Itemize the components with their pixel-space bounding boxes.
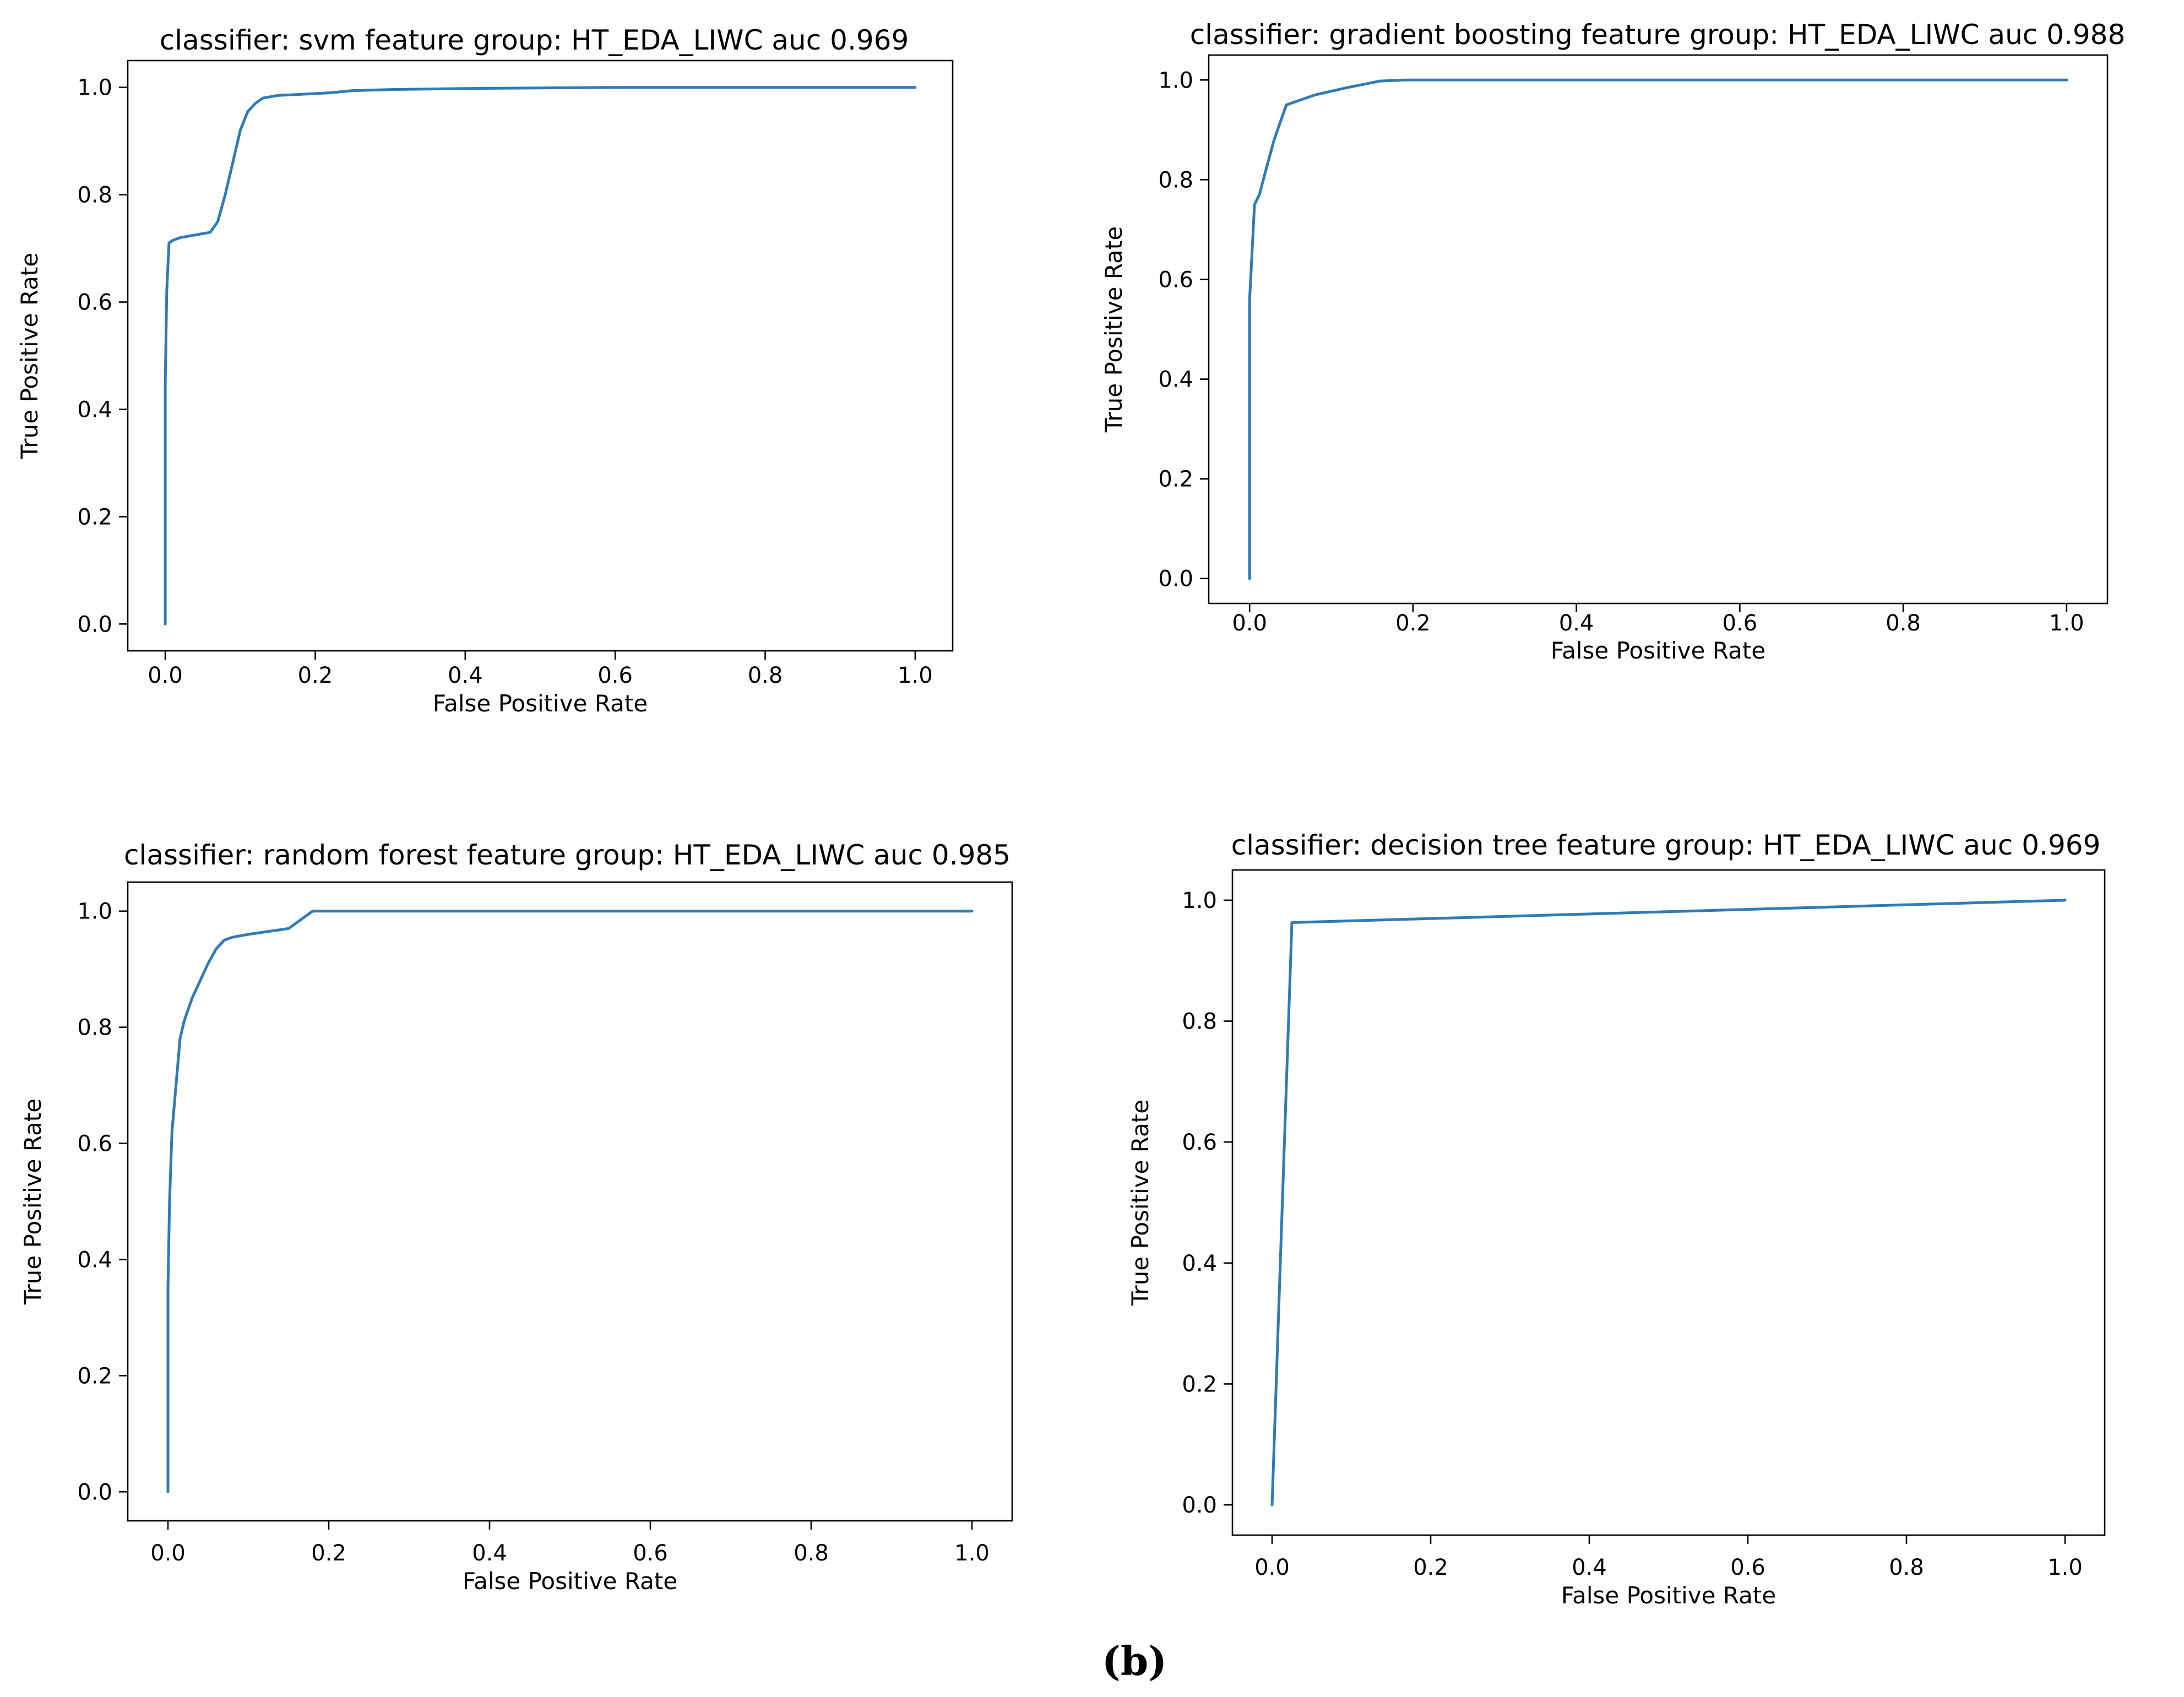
roc-curve-line [1270,899,2067,1506]
y-axis-label: True Positive Rate [1100,226,1127,433]
panel-decision-tree: classifier: decision tree feature group:… [1127,829,2106,1609]
x-tick-label: 0.2 [1395,611,1431,636]
y-tick-label: 0.0 [77,612,112,637]
x-axis-label: False Positive Rate [1551,637,1765,664]
y-axis-label: True Positive Rate [1127,1100,1154,1306]
y-tick-label: 1.0 [1158,68,1193,93]
plot-frame [127,59,954,652]
y-tick-label: 0.4 [77,397,112,422]
figure-caption: (b) [1102,1638,1167,1684]
plot-frame [1208,54,2109,605]
y-tick-label: 0.6 [77,290,112,316]
x-tick-label: 1.0 [2049,611,2084,636]
x-tick-label: 0.2 [311,1541,346,1566]
x-tick-label: 0.8 [1886,611,1921,636]
x-tick-label: 0.0 [150,1541,186,1566]
chart-title: classifier: decision tree feature group:… [1231,829,2101,861]
panel-random-forest: classifier: random forest feature group:… [19,839,1013,1595]
x-tick-label: 0.4 [448,663,483,688]
roc-curve-line [166,910,974,1493]
chart-title: classifier: random forest feature group:… [124,839,1010,871]
y-tick-label: 0.0 [77,1480,112,1505]
x-tick-label: 0.8 [794,1541,829,1566]
x-tick-label: 1.0 [2047,1555,2083,1580]
x-tick-label: 0.8 [1889,1555,1924,1580]
y-tick-label: 0.2 [77,1363,112,1389]
chart-title: classifier: gradient boosting feature gr… [1190,19,2126,51]
y-tick-label: 0.6 [1158,267,1193,292]
x-tick-label: 0.6 [597,663,633,688]
x-axis-label: False Positive Rate [1561,1582,1776,1609]
plot-frame [127,881,1013,1522]
x-tick-label: 0.4 [1559,611,1594,636]
x-tick-label: 0.6 [633,1541,668,1566]
y-tick-label: 0.8 [1182,1009,1217,1035]
x-axis-label: False Positive Rate [433,690,648,717]
roc-curve-line [164,86,917,626]
roc-curve-line [1248,78,2068,580]
y-tick-label: 0.0 [1182,1493,1217,1518]
y-tick-label: 0.2 [77,504,112,530]
y-tick-label: 1.0 [77,75,112,101]
y-axis-label: True Positive Rate [16,253,43,459]
x-tick-label: 0.4 [1572,1555,1607,1580]
panel-svm: classifier: svm feature group: HT_EDA_LI… [16,24,954,717]
x-tick-label: 0.8 [748,663,783,688]
x-tick-label: 0.6 [1730,1555,1765,1580]
x-axis-label: False Positive Rate [463,1568,677,1595]
x-tick-label: 0.0 [148,663,183,688]
plot-frame [1231,869,2106,1536]
x-tick-label: 1.0 [898,663,933,688]
chart-title: classifier: svm feature group: HT_EDA_LI… [160,24,909,56]
y-tick-label: 0.6 [1182,1130,1217,1155]
x-tick-label: 0.2 [1413,1555,1448,1580]
y-tick-label: 0.8 [1158,167,1193,193]
x-tick-label: 0.6 [1723,611,1758,636]
y-tick-label: 1.0 [77,899,112,924]
y-tick-label: 0.4 [1158,367,1193,393]
x-tick-label: 0.4 [472,1541,507,1566]
y-tick-label: 0.0 [1158,567,1193,592]
y-tick-label: 0.4 [1182,1251,1217,1276]
y-tick-label: 0.8 [77,183,112,208]
x-tick-label: 0.0 [1254,1555,1290,1580]
x-tick-label: 0.2 [298,663,333,688]
y-tick-label: 0.2 [1182,1372,1217,1397]
y-tick-label: 0.8 [77,1015,112,1041]
x-tick-label: 1.0 [954,1541,990,1566]
y-tick-label: 0.2 [1158,467,1193,492]
y-tick-label: 0.6 [77,1132,112,1157]
y-axis-label: True Positive Rate [19,1098,46,1305]
panel-gradient-boosting: classifier: gradient boosting feature gr… [1100,19,2125,664]
y-tick-label: 1.0 [1182,888,1217,913]
x-tick-label: 0.0 [1232,611,1267,636]
y-tick-label: 0.4 [77,1247,112,1272]
